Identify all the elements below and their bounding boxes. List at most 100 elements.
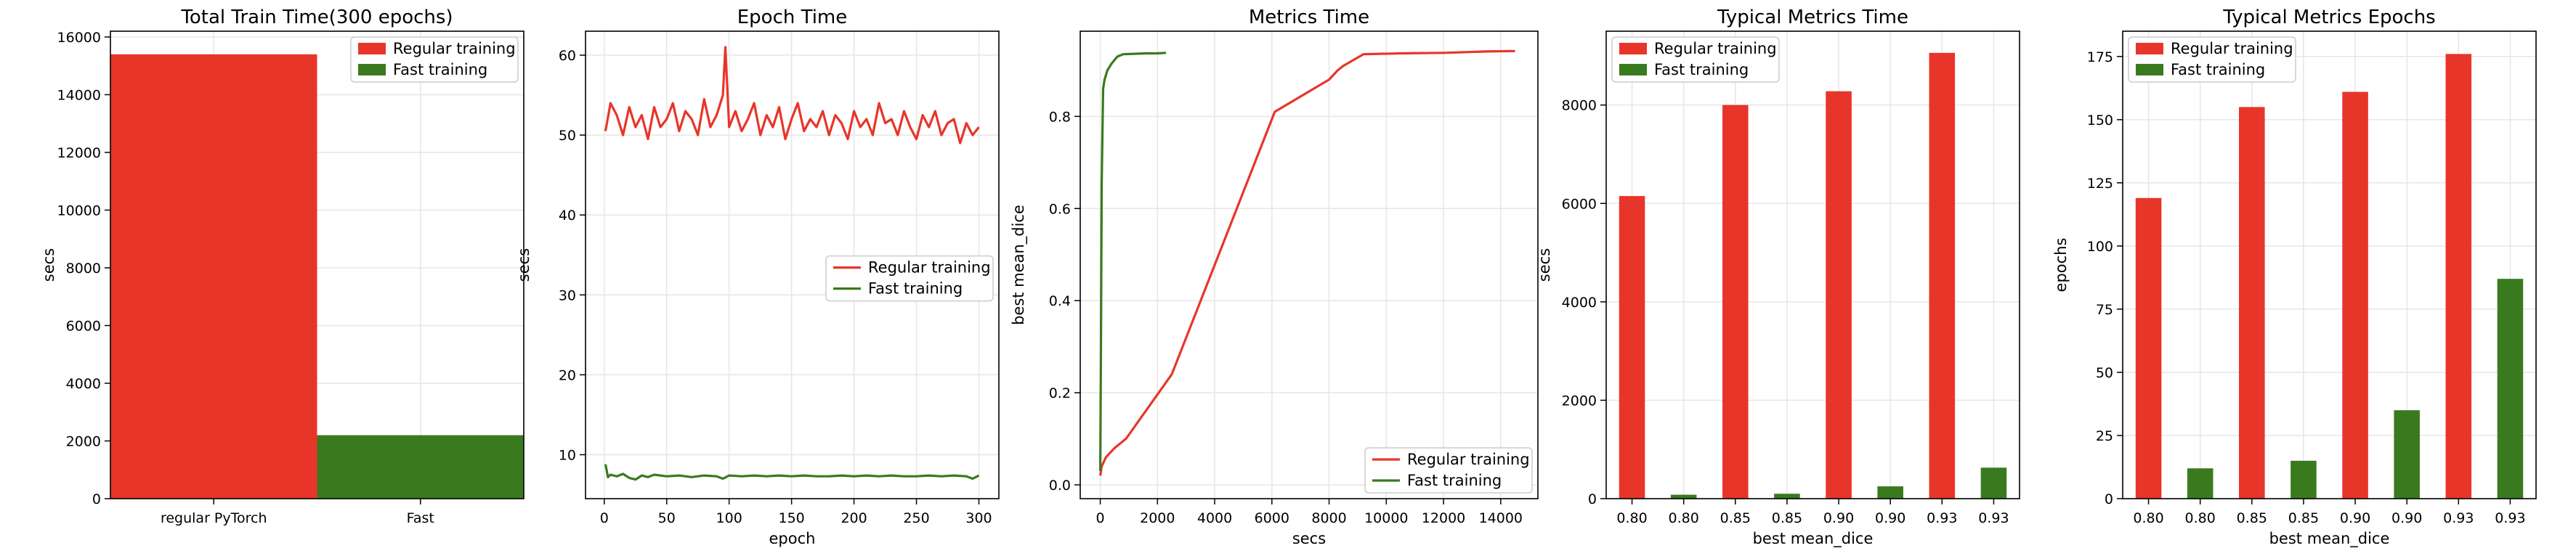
bar-8 bbox=[2497, 279, 2524, 499]
x-tick-label-5: 0.90 bbox=[2391, 510, 2422, 526]
x-tick-label-7: 0.93 bbox=[1978, 510, 2009, 526]
x-tick-label-0: regular PyTorch bbox=[161, 510, 267, 526]
x-ticks: 0 50 100 150 200 250 300 bbox=[600, 499, 992, 526]
y-ticks: 0 25 50 75 100 125 150 175 bbox=[2087, 49, 2123, 507]
x-ticks: 0 2000 4000 6000 8000 10000 12000 14000 bbox=[1096, 499, 1523, 526]
bar-1 bbox=[2135, 197, 2162, 499]
y-tick-label-0: 0.0 bbox=[1049, 478, 1071, 494]
y-tick-label-5: 60 bbox=[559, 48, 576, 64]
y-ticks: 0.0 0.2 0.4 0.6 0.8 bbox=[1049, 109, 1080, 494]
y-tick-label-1: 2000 bbox=[66, 433, 101, 449]
x-tick-label-4: 0.90 bbox=[1823, 510, 1854, 526]
legend-frame bbox=[1611, 36, 1780, 83]
axes-frame bbox=[585, 30, 1000, 499]
y-axis-label: epochs bbox=[2052, 238, 2070, 293]
x-axis-label: best mean_dice bbox=[2269, 530, 2390, 548]
x-axis-label: epoch bbox=[769, 530, 816, 547]
x-tick-label-6: 0.93 bbox=[1927, 510, 1957, 526]
legend-label-1: Regular training bbox=[393, 40, 516, 57]
legend-frame bbox=[1364, 447, 1533, 494]
x-tick-label-2: 4000 bbox=[1197, 510, 1232, 526]
bar-1 bbox=[110, 54, 317, 499]
y-tick-label-0: 10 bbox=[559, 447, 576, 463]
y-axis-label: best mean_dice bbox=[1010, 205, 1028, 325]
x-ticks: 0.80 0.80 0.85 0.85 0.90 0.90 0.93 0.93 bbox=[2133, 499, 2526, 526]
bars bbox=[2135, 54, 2524, 499]
y-tick-label-1: 0.2 bbox=[1049, 385, 1071, 401]
legend-label-1: Regular training bbox=[1407, 451, 1530, 468]
bar-6 bbox=[1877, 486, 1903, 499]
bar-2 bbox=[2187, 468, 2214, 499]
x-tick-label-2: 100 bbox=[716, 510, 742, 526]
series-line-regular bbox=[604, 46, 980, 144]
x-tick-label-6: 300 bbox=[965, 510, 992, 526]
legend-swatch-2 bbox=[2136, 64, 2163, 75]
series-line-regular bbox=[1099, 49, 1515, 476]
x-tick-label-4: 8000 bbox=[1311, 510, 1346, 526]
x-ticks: 0.80 0.80 0.85 0.85 0.90 0.90 0.93 0.93 bbox=[1616, 499, 2009, 526]
chart-panel-1: 0 2000 4000 6000 8000 10000 12000 14000 16000 reg… bbox=[40, 7, 524, 526]
y-tick-label-6: 12000 bbox=[57, 145, 101, 161]
legend: Regular training Fast training bbox=[1611, 36, 1780, 83]
bar-7 bbox=[1929, 52, 1956, 499]
y-tick-label-6: 150 bbox=[2087, 113, 2113, 128]
legend-frame bbox=[350, 36, 519, 83]
lines bbox=[604, 46, 980, 481]
y-tick-label-1: 20 bbox=[559, 367, 576, 383]
legend-swatch-1 bbox=[2136, 43, 2163, 54]
bar-3 bbox=[2239, 107, 2265, 499]
y-tick-label-2: 50 bbox=[2096, 365, 2113, 381]
x-tick-label-7: 14000 bbox=[1479, 510, 1523, 526]
y-tick-label-2: 4000 bbox=[1562, 295, 1597, 311]
legend: Regular training Fast training bbox=[2128, 36, 2296, 83]
y-tick-label-5: 10000 bbox=[57, 203, 101, 218]
legend-label-2: Fast training bbox=[1407, 472, 1502, 489]
y-tick-label-7: 14000 bbox=[57, 87, 101, 103]
legend-label-1: Regular training bbox=[868, 259, 991, 277]
y-tick-label-4: 8000 bbox=[66, 261, 101, 277]
legend: Regular training Fast training bbox=[350, 36, 519, 83]
x-tick-label-0: 0 bbox=[600, 510, 609, 526]
lines bbox=[1098, 49, 1515, 476]
x-tick-label-4: 0.90 bbox=[2340, 510, 2370, 526]
x-tick-label-2: 0.85 bbox=[2237, 510, 2267, 526]
series-line-fast bbox=[604, 464, 980, 481]
legend-swatch-2 bbox=[358, 64, 386, 75]
chart-title: Typical Metrics Epochs bbox=[2222, 7, 2435, 28]
chart-title: Total Train Time(300 epochs) bbox=[180, 7, 453, 28]
axes-frame bbox=[1605, 30, 2020, 499]
y-axis-label: secs bbox=[40, 248, 57, 282]
x-tick-label-1: Fast bbox=[407, 510, 434, 526]
x-tick-label-1: 50 bbox=[658, 510, 676, 526]
x-tick-label-1: 0.80 bbox=[2185, 510, 2216, 526]
bar-8 bbox=[1980, 467, 2007, 499]
y-tick-label-4: 8000 bbox=[1562, 98, 1597, 114]
bar-2 bbox=[317, 435, 524, 499]
y-ticks: 0 2000 4000 6000 8000 10000 12000 14000 16000 bbox=[57, 30, 110, 507]
legend-frame bbox=[825, 255, 994, 302]
chart-panel-3: 0.0 0.2 0.4 0.6 0.8 0 2000 4000 6000 8000 10000 120… bbox=[1010, 7, 1539, 547]
x-tick-label-0: 0.80 bbox=[2133, 510, 2163, 526]
series-line-fast bbox=[1098, 52, 1167, 471]
x-tick-label-0: 0 bbox=[1096, 510, 1105, 526]
x-tick-label-3: 6000 bbox=[1255, 510, 1289, 526]
x-tick-label-1: 2000 bbox=[1140, 510, 1175, 526]
x-tick-label-6: 12000 bbox=[1422, 510, 1465, 526]
x-tick-label-3: 150 bbox=[779, 510, 805, 526]
y-ticks: 10 20 30 40 50 60 bbox=[559, 48, 586, 463]
bar-5 bbox=[2342, 91, 2368, 499]
gridlines bbox=[2123, 31, 2536, 499]
chart-title: Epoch Time bbox=[737, 7, 848, 28]
x-tick-label-4: 200 bbox=[841, 510, 867, 526]
legend-swatch-1 bbox=[1619, 43, 1647, 54]
y-tick-label-1: 2000 bbox=[1562, 393, 1597, 409]
x-tick-label-1: 0.80 bbox=[1669, 510, 1699, 526]
y-axis-label: secs bbox=[1536, 248, 1553, 282]
y-tick-label-0: 0 bbox=[2105, 491, 2113, 507]
x-tick-label-0: 0.80 bbox=[1616, 510, 1647, 526]
legend-swatch-1 bbox=[358, 43, 386, 54]
axes-frame bbox=[2122, 30, 2537, 499]
y-tick-label-3: 0.6 bbox=[1049, 201, 1071, 217]
x-tick-label-5: 250 bbox=[903, 510, 929, 526]
y-ticks: 0 2000 4000 6000 8000 bbox=[1562, 98, 1606, 507]
